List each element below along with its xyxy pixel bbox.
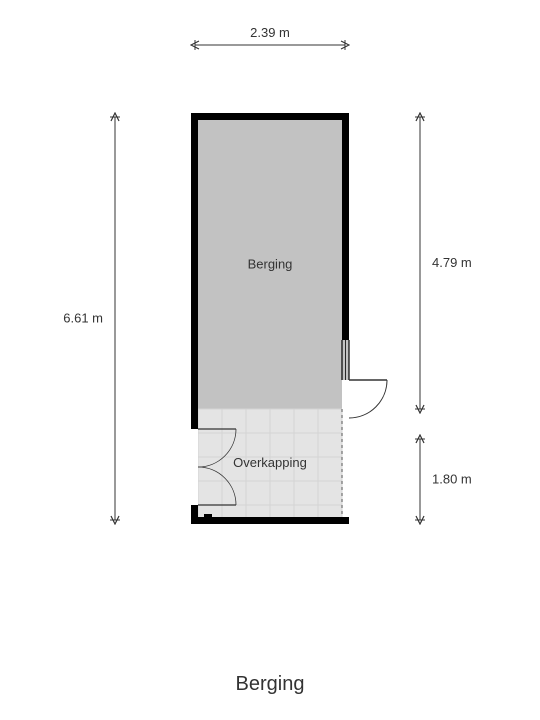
room-berging: Berging — [191, 113, 387, 418]
svg-text:6.61 m: 6.61 m — [63, 311, 103, 326]
room-label: Overkapping — [233, 455, 307, 470]
svg-text:1.80 m: 1.80 m — [432, 472, 472, 487]
dimension: 1.80 m — [415, 439, 472, 520]
svg-text:2.39 m: 2.39 m — [250, 25, 290, 40]
svg-text:4.79 m: 4.79 m — [432, 255, 472, 270]
room-overkapping: Overkapping — [191, 402, 349, 524]
dimension: 6.61 m — [63, 117, 120, 520]
dimension: 4.79 m — [415, 117, 472, 409]
floorplan: Berging Overkapping 2.39 m 6.61 m 4.79 m 1.80… — [0, 0, 540, 720]
room-label: Berging — [248, 257, 293, 272]
plan-title: Berging — [236, 673, 305, 695]
dimension: 2.39 m — [195, 25, 345, 50]
